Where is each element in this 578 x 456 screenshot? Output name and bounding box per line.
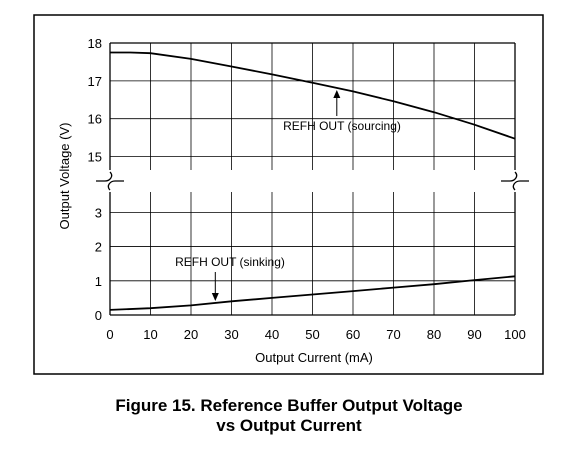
x-tick-label: 0 [106,327,113,342]
annotations: REFH OUT (sourcing) REFH OUT (sinking) [175,89,401,301]
x-tick-label: 30 [224,327,238,342]
annotation-arrowhead [211,292,219,301]
y-tick-label: 3 [95,205,102,220]
x-axis-title: Output Current (mA) [255,350,373,365]
y-tick-label: 0 [95,308,102,323]
y-tick-label: 16 [88,112,102,127]
y-axis-title: Output Voltage (V) [57,123,72,230]
series-line-sourcing [110,51,516,140]
annotation-label: REFH OUT (sourcing) [283,119,401,133]
y-tick-label: 15 [88,150,102,165]
x-tick-label: 60 [346,327,360,342]
series-line-sinking [109,275,516,311]
y-tick-label: 17 [88,74,102,89]
axis-break-mark [96,171,124,191]
x-tick-label: 80 [427,327,441,342]
axis-break-mark [501,171,529,191]
figure-caption: Figure 15. Reference Buffer Output Volta… [0,396,578,436]
grid [96,42,529,316]
y-tick-label: 18 [88,36,102,51]
y-tick-label: 2 [95,240,102,255]
x-tick-label: 90 [467,327,481,342]
outer-frame [33,14,544,375]
series-group [109,51,516,311]
x-tick-label: 50 [305,327,319,342]
caption-line-1: Figure 15. Reference Buffer Output Volta… [115,396,463,415]
caption-line-2: vs Output Current [216,416,362,435]
x-tick-label: 100 [504,327,526,342]
annotation-arrowhead [333,89,341,98]
x-tick-label: 70 [386,327,400,342]
annotation-label: REFH OUT (sinking) [175,255,285,269]
x-tick-label: 10 [143,327,157,342]
y-tick-label: 1 [95,274,102,289]
chart-svg: Output Voltage (V) Output Current (mA) 0… [33,14,544,375]
x-tick-label: 20 [184,327,198,342]
x-tick-label: 40 [265,327,279,342]
